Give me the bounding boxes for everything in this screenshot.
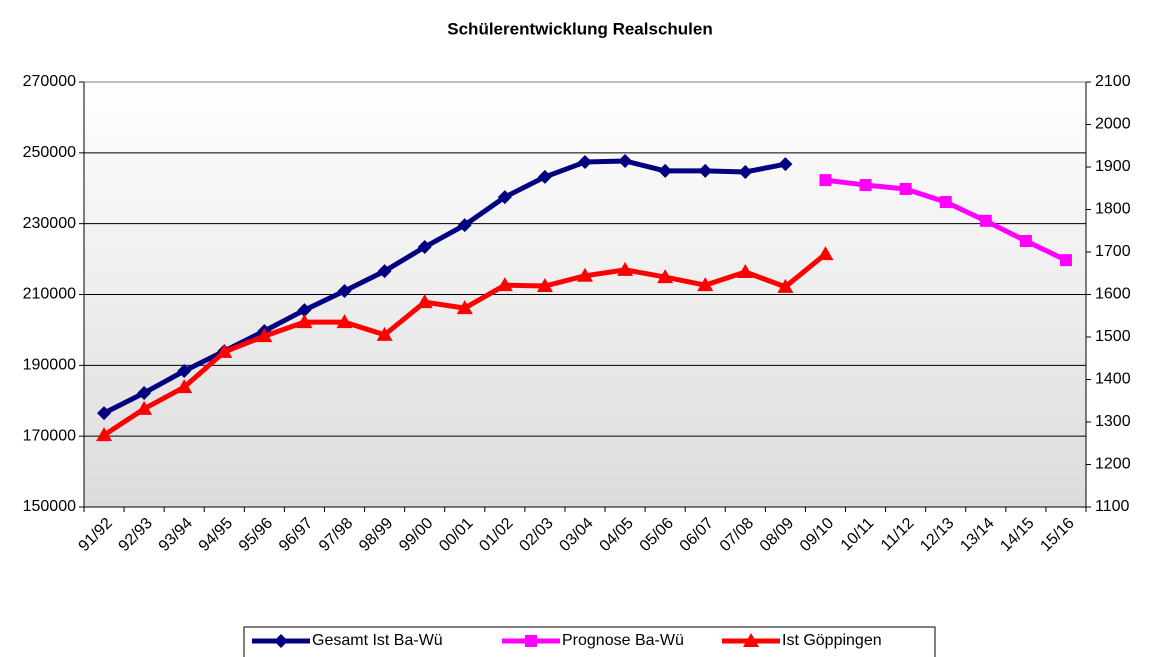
marker [496, 277, 513, 292]
marker [817, 246, 834, 261]
x-tick-label: 08/09 [757, 515, 797, 555]
x-tick-label: 95/96 [236, 515, 276, 555]
x-tick-label: 99/00 [396, 515, 436, 555]
x-tick-label: 92/93 [116, 515, 156, 555]
marker [737, 263, 754, 278]
marker [778, 157, 793, 172]
marker [525, 635, 537, 647]
marker [274, 634, 288, 648]
y2-tick-label: 2100 [1095, 73, 1131, 90]
x-tick-label: 04/05 [597, 515, 637, 555]
marker [979, 214, 992, 227]
marker [216, 343, 233, 358]
y2-tick-label: 1800 [1095, 201, 1131, 218]
marker [177, 364, 192, 378]
marker [137, 385, 152, 400]
marker [657, 269, 674, 284]
y2-tick-label: 1300 [1095, 413, 1131, 430]
marker [743, 633, 759, 647]
y2-tick-label: 2000 [1095, 116, 1131, 133]
y2-tick-label: 1400 [1095, 371, 1131, 388]
x-tick-label: 15/16 [1037, 515, 1077, 555]
x-tick-label: 00/01 [436, 515, 476, 555]
marker [457, 218, 472, 233]
legend-label: Gesamt Ist Ba-Wü [312, 632, 443, 649]
marker [899, 182, 912, 195]
marker [658, 163, 673, 178]
marker [296, 314, 313, 329]
y2-tick-label: 1600 [1095, 286, 1131, 303]
legend-box [243, 626, 936, 657]
marker [417, 240, 432, 255]
marker [1019, 235, 1032, 248]
x-tick-label: 97/98 [316, 515, 356, 555]
marker [537, 169, 552, 184]
x-tick-label: 05/06 [637, 515, 677, 555]
marker [578, 155, 592, 170]
x-tick-label: 07/08 [717, 515, 757, 555]
y-tick-label: 190000 [23, 357, 76, 374]
x-tick-label: 11/12 [878, 515, 918, 555]
marker [377, 264, 392, 279]
marker [256, 328, 273, 343]
x-tick-label: 06/07 [677, 515, 717, 555]
marker [96, 427, 113, 442]
x-tick-label: 02/03 [516, 515, 556, 555]
x-tick-label: 12/13 [917, 515, 957, 555]
y-tick-label: 150000 [23, 498, 76, 515]
y-tick-label: 210000 [23, 286, 76, 303]
marker [97, 406, 112, 421]
marker [618, 153, 633, 168]
marker [376, 326, 393, 341]
x-tick-label: 98/99 [356, 515, 396, 555]
x-tick-label: 96/97 [276, 515, 316, 555]
x-tick-label: 03/04 [556, 515, 596, 555]
y-tick-label: 250000 [23, 144, 76, 161]
marker [536, 278, 553, 292]
y-tick-label: 170000 [23, 427, 76, 444]
y2-tick-label: 1200 [1095, 456, 1131, 473]
marker [416, 294, 433, 309]
marker [939, 196, 952, 209]
legend: Gesamt Ist Ba-Wü Prognose Ba-Wü Ist Göppin… [243, 626, 936, 657]
marker [1059, 254, 1072, 267]
x-tick-label: 91/92 [76, 515, 116, 555]
y2-tick-label: 1700 [1095, 243, 1131, 260]
legend-label: Prognose Ba-Wü [562, 632, 684, 649]
marker [819, 174, 832, 187]
marker [136, 400, 153, 415]
y2-tick-label: 1900 [1095, 158, 1131, 175]
marker [337, 283, 352, 298]
marker [859, 179, 872, 192]
marker [577, 267, 593, 282]
marker [336, 314, 353, 329]
marker [777, 278, 794, 293]
x-tick-label: 14/15 [997, 515, 1037, 555]
marker [698, 163, 713, 178]
x-tick-label: 93/94 [156, 515, 196, 555]
marker [297, 303, 312, 318]
x-tick-label: 10/11 [838, 515, 878, 555]
marker [456, 300, 473, 315]
marker [176, 379, 193, 394]
marker [617, 261, 634, 276]
chart-title: Schülerentwicklung Realschulen [447, 19, 712, 38]
marker [738, 164, 753, 179]
x-tick-label: 09/10 [797, 515, 837, 555]
x-tick-label: 01/02 [476, 515, 516, 555]
y2-tick-label: 1100 [1095, 498, 1130, 515]
x-tick-label: 13/14 [957, 515, 997, 555]
y-tick-label: 230000 [23, 215, 76, 232]
marker [497, 190, 512, 205]
y-tick-label: 270000 [23, 73, 76, 90]
y2-tick-label: 1500 [1095, 328, 1131, 345]
marker [697, 277, 714, 292]
x-tick-label: 94/95 [196, 515, 236, 555]
legend-label: Ist Göppingen [782, 632, 882, 649]
